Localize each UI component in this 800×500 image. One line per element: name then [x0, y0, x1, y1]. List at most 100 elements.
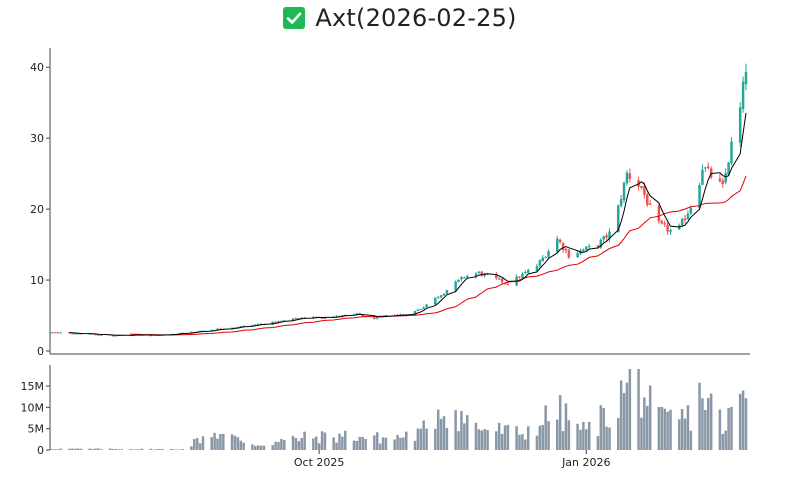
volume-bar: [312, 438, 315, 450]
candle-body: [680, 219, 684, 226]
candle-body: [538, 260, 542, 266]
candle-body: [111, 335, 115, 337]
volume-bar: [178, 449, 182, 451]
candle-body: [643, 186, 646, 195]
candle-body: [254, 324, 257, 326]
candle-body: [280, 320, 283, 322]
volume-bar: [608, 427, 611, 450]
volume-bar: [416, 428, 420, 450]
candle-body: [660, 220, 664, 224]
candle-body: [445, 290, 449, 294]
volume-y-tick-label: 5M: [28, 423, 45, 436]
candle-body: [434, 297, 437, 305]
candle-body: [628, 173, 632, 179]
volume-bar: [355, 440, 359, 450]
candle-body: [564, 248, 568, 251]
volume-bar: [175, 449, 179, 450]
volume-bar: [332, 437, 335, 450]
candle-body: [358, 313, 362, 315]
volume-bar: [683, 418, 687, 450]
price-axes: [49, 48, 750, 355]
volume-bar: [233, 435, 237, 450]
candle-body: [277, 321, 280, 323]
volume-bar: [526, 426, 530, 450]
volume-bar: [622, 393, 626, 450]
candle-body: [59, 332, 62, 334]
volume-bar: [222, 433, 225, 450]
volume-bar: [625, 382, 629, 450]
candle-body: [312, 316, 315, 319]
candle-body: [587, 245, 591, 247]
volume-bar: [660, 406, 664, 450]
check-box-icon: [283, 7, 306, 29]
candle-body: [741, 81, 745, 109]
candle-body: [689, 208, 693, 214]
volume-bar: [291, 435, 295, 450]
candle-body: [730, 141, 733, 164]
candle-body: [294, 318, 298, 320]
candle-body: [436, 297, 440, 299]
volume-bar: [256, 445, 260, 450]
candle-body: [669, 229, 672, 232]
volume-bar: [364, 438, 367, 450]
volume-bar: [596, 436, 600, 450]
volume-bar: [79, 448, 83, 450]
volume-bar: [556, 419, 559, 450]
candle-body: [640, 185, 643, 188]
volume-bar: [294, 437, 298, 450]
candle-body: [707, 166, 710, 168]
volume-bar: [434, 428, 437, 450]
volume-bar: [561, 431, 565, 450]
volume-bar: [129, 449, 132, 450]
volume-bar: [396, 435, 399, 450]
volume-bar: [602, 408, 605, 450]
candle-body: [271, 321, 274, 325]
volume-bar: [242, 442, 245, 450]
volume-bar: [210, 437, 213, 450]
volume-bar: [76, 448, 80, 450]
candle-body: [646, 194, 649, 205]
volume-bar: [483, 429, 486, 450]
volume-bar: [701, 398, 704, 450]
volume-bar: [71, 448, 74, 450]
volume-bar: [709, 393, 713, 450]
volume-bar: [521, 434, 524, 450]
x-tick-label: Oct 2025: [294, 456, 345, 469]
volume-bar: [239, 440, 242, 450]
candle-body: [683, 218, 687, 221]
candle-body: [744, 71, 748, 85]
volume-bar: [439, 418, 443, 450]
price-y-tick-label: 20: [30, 203, 44, 216]
volume-bar: [280, 438, 283, 450]
volume-bar: [738, 393, 742, 450]
candle-body: [416, 309, 420, 311]
volume-bar: [219, 433, 222, 450]
candle-body: [149, 335, 152, 337]
volume-bar: [59, 448, 62, 450]
candle-body: [251, 325, 254, 327]
volume-bar: [637, 369, 640, 450]
chart-title-row: Axt(2026-02-25): [0, 0, 800, 36]
volume-bar: [274, 441, 277, 450]
volume-bar: [68, 448, 71, 450]
volume-bar: [361, 436, 364, 450]
volume-bar: [413, 440, 417, 450]
candle-body: [701, 169, 704, 185]
candle-body: [114, 335, 118, 337]
candle-body: [599, 239, 603, 248]
volume-y-tick-label: 15M: [21, 380, 45, 393]
volume-bar: [378, 443, 382, 450]
volume-bar: [425, 428, 428, 450]
candle-body: [709, 168, 713, 178]
candle-body: [637, 180, 640, 187]
volume-bar: [486, 430, 489, 450]
volume-bar: [445, 427, 449, 450]
candle-body: [480, 271, 484, 276]
volume-bar: [619, 380, 623, 450]
volume-bar: [216, 438, 219, 450]
candle-body: [724, 173, 727, 183]
volume-bar: [236, 437, 240, 450]
candle-body: [463, 277, 466, 279]
volume-bar: [100, 449, 103, 450]
candle-body: [558, 239, 562, 243]
